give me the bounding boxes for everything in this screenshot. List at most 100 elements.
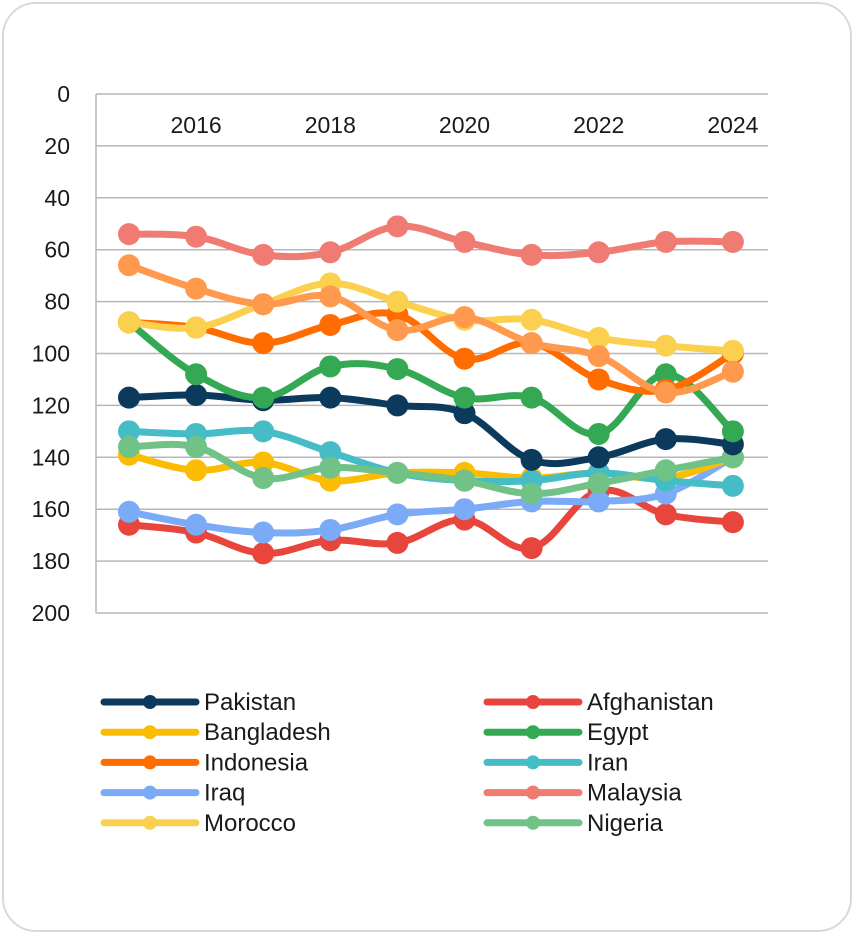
point-pakistan [118,386,140,409]
point-morocco [520,308,543,331]
point-afghanistan [654,503,677,526]
x-tick-label: 2016 [171,112,222,138]
point-nigeria [520,482,543,505]
x-tick-label: 2020 [439,112,490,138]
point-iraq [587,490,610,513]
y-tick-label: 200 [32,600,70,626]
legend-marker-malaysia [526,785,540,800]
point-bangladesh [185,459,208,482]
legend-marker-afghanistan [526,695,540,709]
point-iran [252,420,275,443]
point-morocco [118,311,140,334]
y-tick-label: 40 [44,185,70,211]
legend-marker-nigeria [526,815,540,830]
point-egypt [520,386,543,409]
y-tick-label: 0 [57,81,70,107]
point-indonesia-light [654,381,677,404]
point-nigeria [386,461,409,484]
legend-label-bangladesh: Bangladesh [204,719,331,746]
point-bangladesh [252,451,275,474]
point-iran [118,420,140,443]
x-tick-label: 2024 [707,112,758,138]
point-indonesia-light [587,345,610,368]
point-malaysia [319,241,342,264]
point-indonesia-light [185,277,208,300]
point-egypt [453,386,476,409]
legend-label-malaysia: Malaysia [587,780,682,807]
point-nigeria [587,472,610,495]
point-egypt [721,420,744,443]
legend-label-egypt: Egypt [587,719,649,746]
legend-label-iraq: Iraq [204,780,245,807]
point-egypt [587,422,610,445]
point-egypt [319,355,342,378]
legend-marker-indonesia [143,755,157,770]
point-indonesia [252,332,275,355]
point-iraq [319,518,342,541]
point-malaysia [252,243,275,266]
point-malaysia [721,230,744,253]
series-line-pakistan [125,391,737,468]
legend-label-pakistan: Pakistan [204,689,296,716]
point-afghanistan [721,511,744,534]
legend-label-iran: Iran [587,749,628,776]
point-malaysia [118,223,140,246]
y-tick-label: 100 [32,341,70,367]
series-line-indonesia-light [125,261,737,397]
point-malaysia [185,225,208,248]
legend-marker-bangladesh [143,725,157,740]
y-tick-label: 160 [32,496,70,522]
point-nigeria [453,469,476,492]
point-pakistan [453,402,476,425]
y-tick-label: 120 [32,392,70,418]
point-nigeria [319,456,342,479]
point-morocco [386,290,409,313]
legend-marker-egypt [526,725,540,740]
point-afghanistan [520,537,543,560]
point-iraq [252,521,275,544]
point-malaysia [654,230,677,253]
point-afghanistan [386,531,409,554]
legend-label-afghanistan: Afghanistan [587,689,714,716]
legend-marker-iran [526,755,540,770]
point-pakistan [654,428,677,451]
point-pakistan [319,386,342,409]
point-pakistan [520,448,543,471]
legend-marker-pakistan [143,695,157,709]
legend-marker-morocco [143,815,157,830]
series-line-malaysia [125,222,737,261]
point-iraq [453,498,476,521]
y-tick-label: 20 [44,133,70,159]
y-tick-label: 60 [44,237,70,263]
point-indonesia-light [453,306,476,329]
point-iraq [118,500,140,523]
point-nigeria [654,459,677,482]
point-iraq [386,503,409,526]
x-tick-label: 2018 [305,112,356,138]
point-indonesia [587,368,610,391]
series-line-iraq [125,453,737,537]
y-tick-label: 180 [32,548,70,574]
point-indonesia-light [319,285,342,308]
point-egypt [386,358,409,381]
point-indonesia [319,313,342,336]
point-malaysia [520,243,543,266]
point-nigeria [118,435,140,458]
point-indonesia-light [386,319,409,342]
point-indonesia [453,347,476,370]
series-line-nigeria [125,440,737,498]
series-line-indonesia [125,309,737,395]
point-pakistan [587,446,610,469]
series-line-morocco [125,279,737,355]
point-malaysia [386,215,409,238]
point-malaysia [453,230,476,253]
point-egypt [185,363,208,386]
point-indonesia-light [118,254,140,277]
legend-label-nigeria: Nigeria [587,810,664,837]
point-malaysia [587,241,610,264]
point-indonesia-light [252,293,275,316]
legend-label-indonesia: Indonesia [204,749,309,776]
point-morocco [654,334,677,357]
point-pakistan [386,394,409,417]
